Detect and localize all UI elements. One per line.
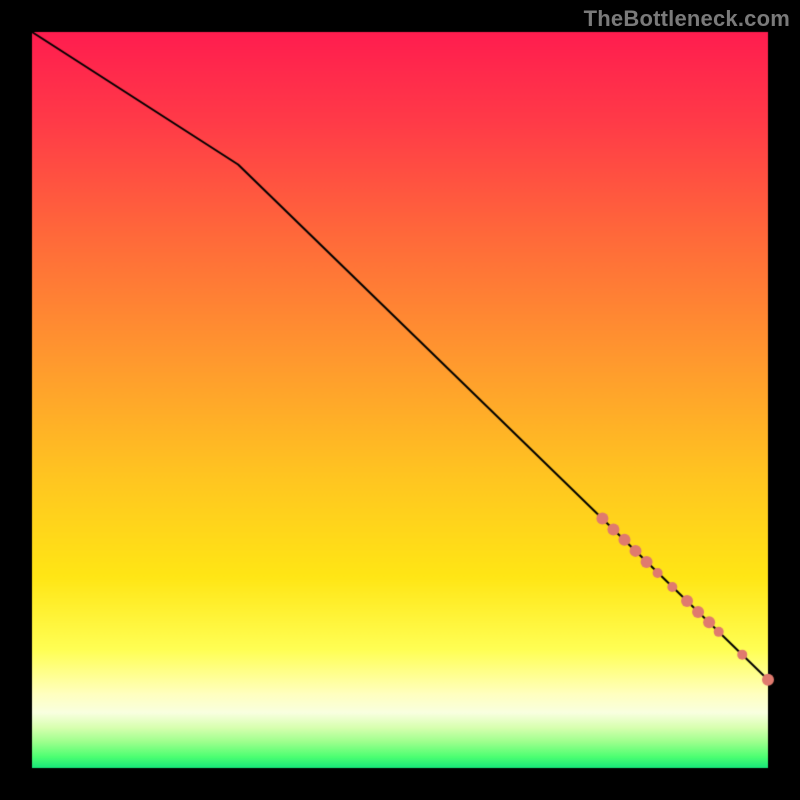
watermark-label: TheBottleneck.com <box>584 6 790 32</box>
chart-container: TheBottleneck.com <box>0 0 800 800</box>
bottleneck-gradient-chart <box>0 0 800 800</box>
